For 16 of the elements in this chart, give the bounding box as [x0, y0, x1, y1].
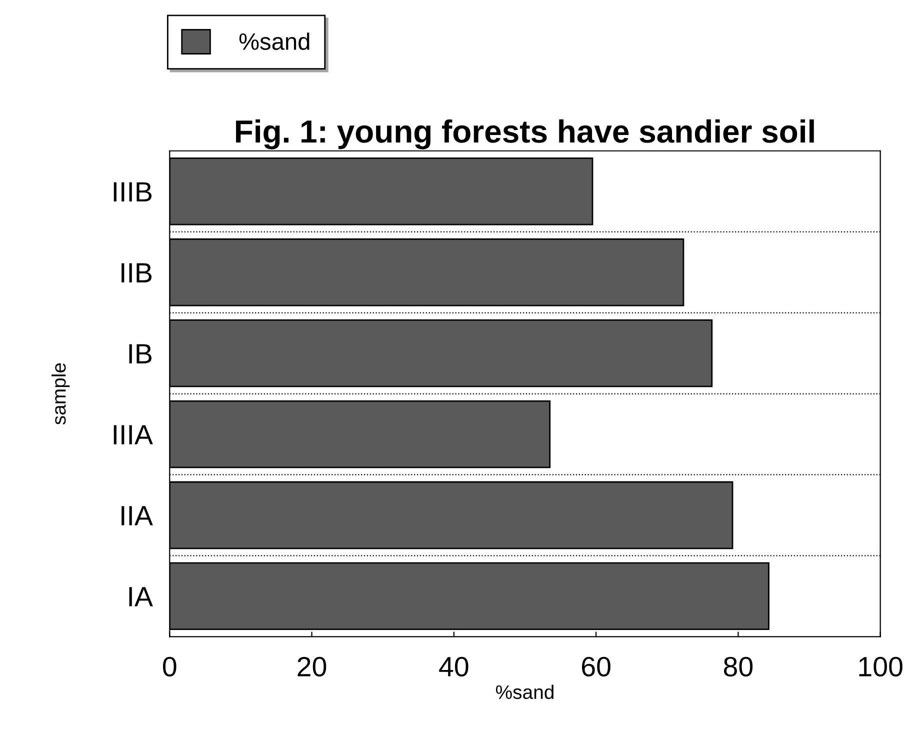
- legend-label: %sand: [239, 32, 310, 50]
- x-tick-label: 100: [859, 656, 902, 676]
- x-axis-title: %sand: [496, 684, 554, 700]
- x-tick-label: 60: [582, 656, 610, 676]
- y-tick-label: IB: [129, 344, 152, 364]
- x-tick-label: 80: [724, 656, 753, 676]
- y-axis-title: sample: [52, 363, 70, 425]
- y-tick-label: IIB: [122, 263, 152, 282]
- x-tick-label: 0: [163, 656, 176, 676]
- x-tick-label: 40: [439, 656, 468, 676]
- chart-title: Fig. 1: young forests have sandier soil: [236, 119, 814, 150]
- y-tick-label: IIIB: [114, 182, 152, 202]
- x-tick-label: 20: [298, 656, 326, 676]
- y-tick-label: IA: [129, 587, 153, 606]
- y-tick-label: IIIA: [114, 425, 153, 444]
- y-tick-label: IIA: [122, 506, 153, 526]
